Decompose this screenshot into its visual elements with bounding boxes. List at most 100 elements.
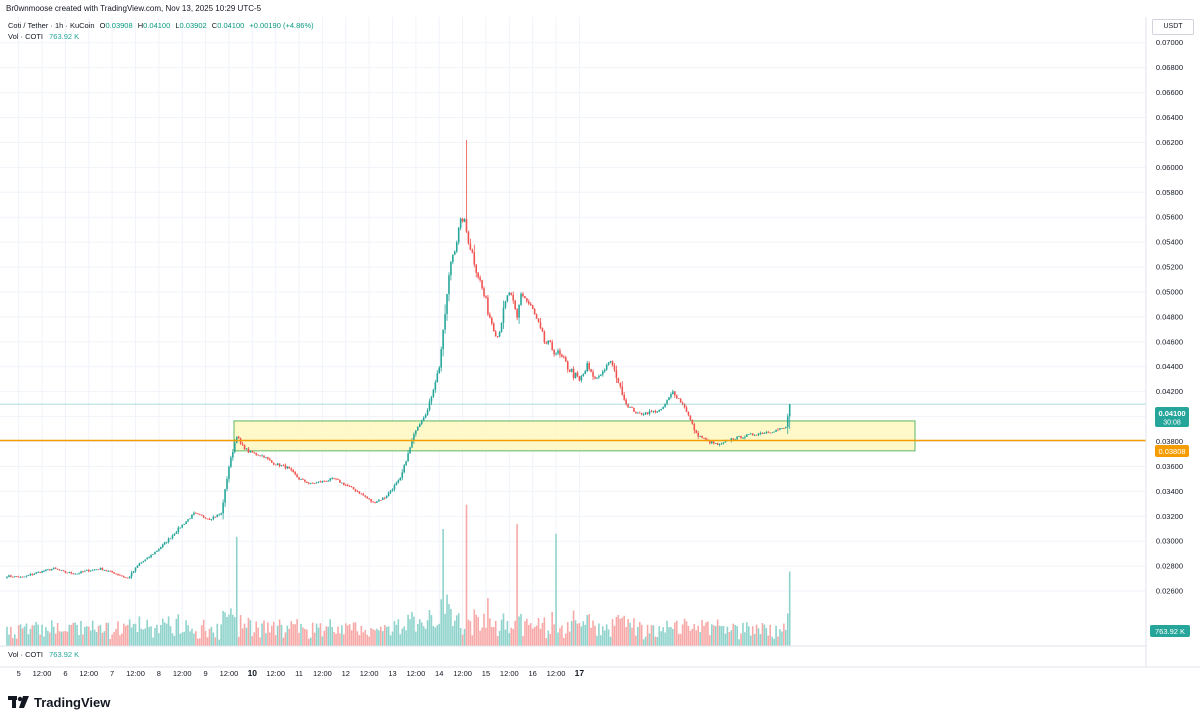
candle-body <box>169 538 172 540</box>
candle-body <box>699 435 701 437</box>
candle-body <box>72 573 74 575</box>
volume-bar <box>709 635 711 646</box>
symbol-name[interactable]: Coti / Tether · 1h · KuCoin <box>8 21 95 30</box>
tradingview-brand[interactable]: TradingView <box>8 692 110 712</box>
volume-bar <box>343 634 345 646</box>
symbol-legend[interactable]: Coti / Tether · 1h · KuCoin O0.03908 H0.… <box>8 21 314 30</box>
volume-bar <box>265 633 267 646</box>
volume-bar <box>631 627 633 646</box>
volume-bar <box>202 619 205 646</box>
candle-body <box>660 408 662 411</box>
candle-body <box>674 391 676 396</box>
candle-body <box>119 574 121 576</box>
volume-bar <box>553 624 555 646</box>
volume-bar <box>736 625 738 646</box>
candle-body <box>771 432 773 434</box>
volume-bar <box>206 637 209 646</box>
candle-body <box>722 442 725 444</box>
volume-bar <box>777 636 779 646</box>
time-tick-label: 16 <box>529 669 537 678</box>
time-axis[interactable]: 5 12:00 6 12:00 7 12:00 8 12:00 9 12:00 10 12:00 11 1… <box>17 668 585 678</box>
volume-bar <box>588 614 590 646</box>
volume-legend[interactable]: Vol · COTI 763.92 K <box>8 32 79 41</box>
candle-body <box>163 542 166 545</box>
candle-body <box>627 404 629 408</box>
volume-bar <box>261 623 263 646</box>
candle-body <box>331 478 333 479</box>
volume-bar <box>746 622 748 646</box>
candle-body <box>428 401 431 411</box>
candle-body <box>220 513 222 515</box>
candle-body <box>58 569 61 571</box>
price-axis[interactable]: 0.02600 0.02800 0.03000 0.03200 0.03400 0.036… <box>1156 38 1183 595</box>
candle-body <box>343 482 345 486</box>
candle-body <box>450 262 452 276</box>
candle-body <box>368 498 370 500</box>
volume-bar <box>769 624 772 646</box>
volume-bar <box>282 637 285 646</box>
volume-bar <box>233 617 236 646</box>
volume-bar <box>259 637 261 646</box>
volume-bar <box>257 627 259 646</box>
volume-bar <box>683 618 686 646</box>
volume-bar <box>656 637 659 646</box>
volume-bar <box>742 622 744 646</box>
candle-body <box>292 470 295 473</box>
candle-body <box>617 378 620 383</box>
volume-bar <box>586 615 589 646</box>
time-tick-label: 12:00 <box>79 669 98 678</box>
volume-bar <box>418 619 421 646</box>
volume-bar <box>54 633 57 646</box>
candle-body <box>689 415 692 420</box>
candle-body <box>378 499 380 502</box>
volume-bar <box>407 614 409 646</box>
candle-body <box>644 412 647 415</box>
price-lines <box>0 403 1146 442</box>
volume-bar <box>753 633 756 646</box>
volume-bar <box>288 628 291 646</box>
volume-bar <box>541 623 544 646</box>
volume-bar <box>609 636 612 646</box>
candle-body <box>136 565 139 568</box>
volume-bar <box>169 626 172 646</box>
candle-body <box>646 412 649 414</box>
candle-body <box>535 314 538 319</box>
volume-bar <box>703 625 705 646</box>
volume-bar <box>52 626 55 646</box>
currency-label[interactable]: USDT <box>1152 19 1194 35</box>
volume-bar <box>450 608 452 646</box>
volume-bar <box>84 626 86 646</box>
candle-body <box>553 349 555 355</box>
volume-bar <box>728 631 731 646</box>
candle-body <box>39 571 41 573</box>
candle-body <box>418 424 421 427</box>
volume-bar <box>107 622 110 646</box>
volume-bar <box>426 620 429 646</box>
candle-body <box>62 570 65 572</box>
volume-bar <box>543 617 546 646</box>
volume-bar <box>722 625 725 646</box>
candle-body <box>341 482 343 484</box>
volume-bar <box>208 628 211 646</box>
candle-body <box>510 292 513 295</box>
change-value: +0.00190 (+4.86%) <box>249 21 314 30</box>
candle-body <box>27 575 30 576</box>
candle-body <box>415 430 417 435</box>
volume-bar <box>627 618 629 646</box>
grid-lines <box>0 17 1146 646</box>
volume-bar <box>506 621 509 646</box>
volume-pane-legend[interactable]: Vol · COTI 763.92 K <box>8 650 79 659</box>
volume-bar <box>434 627 437 646</box>
volume-bar <box>658 626 661 646</box>
candle-body <box>387 492 390 496</box>
candle-body <box>467 231 470 244</box>
volume-bar <box>491 626 493 646</box>
volume-bar <box>397 619 400 646</box>
volume-bar <box>755 624 758 646</box>
candle-body <box>697 432 699 437</box>
price-tick-label: 0.03800 <box>1156 437 1183 446</box>
volume-bar <box>23 626 26 646</box>
candle-body <box>364 495 367 497</box>
candle-body <box>383 497 386 499</box>
